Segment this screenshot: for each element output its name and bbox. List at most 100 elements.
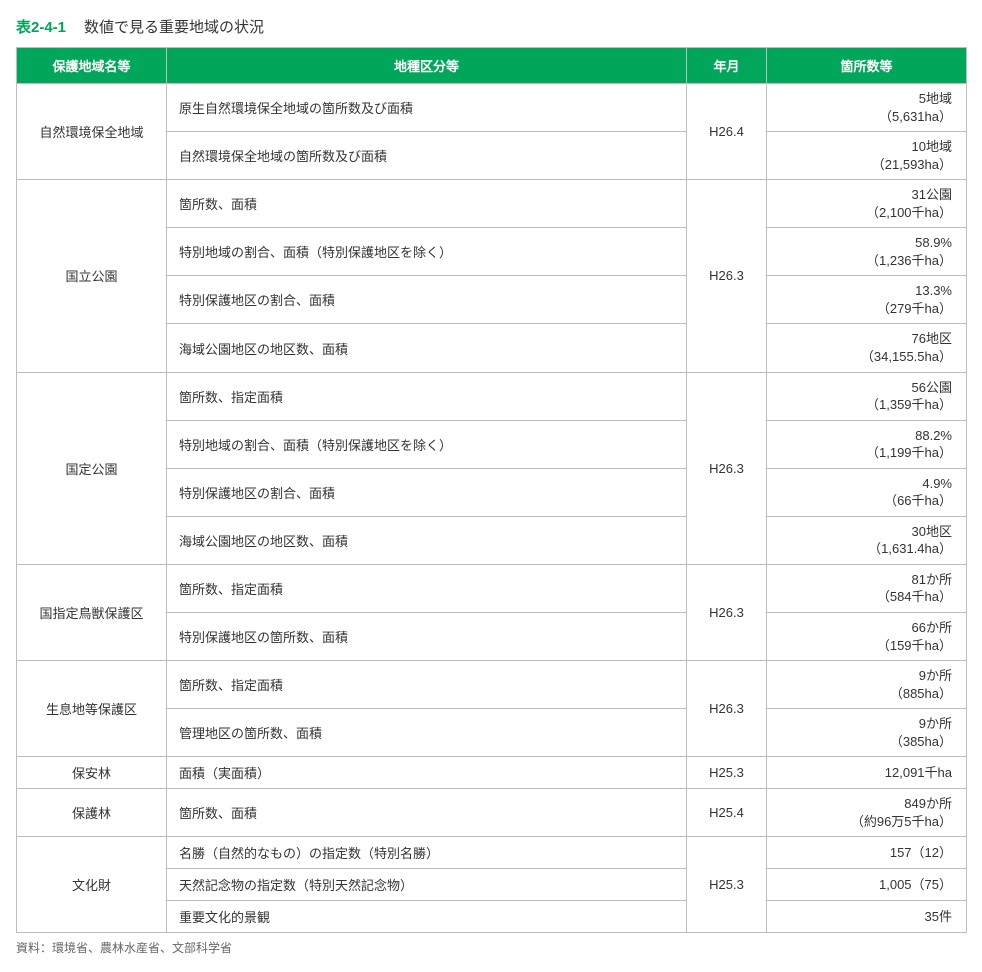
cell-category: 箇所数、面積 — [167, 180, 687, 228]
cell-year-month: H26.3 — [687, 180, 767, 372]
cell-category: 特別保護地区の箇所数、面積 — [167, 613, 687, 661]
value-line2: （2,100千ha） — [866, 205, 952, 220]
cell-value: 12,091千ha — [767, 757, 967, 789]
col-header-year-month: 年月 — [687, 48, 767, 84]
cell-year-month: H25.3 — [687, 837, 767, 933]
title-number: 表2-4-1 — [16, 16, 66, 37]
value-line2: （1,199千ha） — [866, 445, 952, 460]
cell-category: 箇所数、指定面積 — [167, 372, 687, 420]
value-line1: 1,005（75） — [879, 877, 952, 892]
cell-year-month: H25.4 — [687, 789, 767, 837]
value-line1: 56公園 — [912, 380, 952, 395]
cell-category: 海域公園地区の地区数、面積 — [167, 516, 687, 564]
value-line2: （885ha） — [890, 686, 952, 701]
value-line2: （584千ha） — [877, 589, 952, 604]
cell-year-month: H26.3 — [687, 661, 767, 757]
cell-category: 天然記念物の指定数（特別天然記念物） — [167, 869, 687, 901]
cell-year-month: H26.4 — [687, 84, 767, 180]
value-line2: （385ha） — [890, 734, 952, 749]
cell-category: 箇所数、指定面積 — [167, 661, 687, 709]
cell-value: 58.9% （1,236千ha） — [767, 228, 967, 276]
cell-area-name: 国定公園 — [17, 372, 167, 564]
value-line1: 9か所 — [919, 668, 952, 683]
table-row: 国立公園箇所数、面積H26.331公園（2,100千ha） — [17, 180, 967, 228]
cell-year-month: H26.3 — [687, 564, 767, 660]
table-row: 文化財名勝（自然的なもの）の指定数（特別名勝）H25.3157（12） — [17, 837, 967, 869]
cell-area-name: 保護林 — [17, 789, 167, 837]
value-line2: （66千ha） — [884, 493, 952, 508]
cell-category: 重要文化的景観 — [167, 901, 687, 933]
value-line1: 30地区 — [912, 524, 952, 539]
cell-area-name: 保安林 — [17, 757, 167, 789]
cell-area-name: 自然環境保全地域 — [17, 84, 167, 180]
cell-category: 特別地域の割合、面積（特別保護地区を除く） — [167, 228, 687, 276]
protected-areas-table: 保護地域名等 地種区分等 年月 箇所数等 自然環境保全地域原生自然環境保全地域の… — [16, 47, 967, 933]
value-line1: 12,091千ha — [885, 765, 952, 780]
value-line2: （279千ha） — [877, 301, 952, 316]
table-row: 国定公園箇所数、指定面積H26.356公園（1,359千ha） — [17, 372, 967, 420]
cell-value: 76地区 （34,155.5ha） — [767, 324, 967, 372]
cell-area-name: 生息地等保護区 — [17, 661, 167, 757]
value-line1: 58.9% — [915, 235, 952, 250]
cell-category: 海域公園地区の地区数、面積 — [167, 324, 687, 372]
cell-value: 9か所 （385ha） — [767, 709, 967, 757]
cell-value: 157（12） — [767, 837, 967, 869]
col-header-value: 箇所数等 — [767, 48, 967, 84]
value-line1: 5地域 — [919, 91, 952, 106]
col-header-category: 地種区分等 — [167, 48, 687, 84]
title-text: 数値で見る重要地域の状況 — [84, 16, 264, 37]
cell-category: 特別地域の割合、面積（特別保護地区を除く） — [167, 420, 687, 468]
value-line1: 157（12） — [890, 845, 952, 860]
cell-category: 面積（実面積） — [167, 757, 687, 789]
table-header-row: 保護地域名等 地種区分等 年月 箇所数等 — [17, 48, 967, 84]
value-line2: （34,155.5ha） — [861, 349, 952, 364]
value-line1: 849か所 — [904, 796, 952, 811]
value-line1: 31公園 — [912, 187, 952, 202]
col-header-name: 保護地域名等 — [17, 48, 167, 84]
value-line1: 9か所 — [919, 716, 952, 731]
cell-value: 81か所 （584千ha） — [767, 564, 967, 612]
source-note: 資料：環境省、農林水産省、文部科学省 — [16, 939, 966, 956]
value-line2: （1,359千ha） — [866, 397, 952, 412]
cell-category: 管理地区の箇所数、面積 — [167, 709, 687, 757]
value-line1: 76地区 — [912, 331, 952, 346]
cell-category: 名勝（自然的なもの）の指定数（特別名勝） — [167, 837, 687, 869]
value-line1: 66か所 — [912, 620, 952, 635]
value-line1: 88.2% — [915, 428, 952, 443]
value-line1: 81か所 — [912, 572, 952, 587]
cell-value: 88.2% （1,199千ha） — [767, 420, 967, 468]
value-line2: （約96万5千ha） — [851, 814, 952, 829]
cell-year-month: H25.3 — [687, 757, 767, 789]
cell-value: 9か所 （885ha） — [767, 661, 967, 709]
cell-value: 66か所 （159千ha） — [767, 613, 967, 661]
cell-category: 箇所数、面積 — [167, 789, 687, 837]
table-row: 生息地等保護区箇所数、指定面積H26.39か所（885ha） — [17, 661, 967, 709]
table-row: 自然環境保全地域原生自然環境保全地域の箇所数及び面積H26.45地域（5,631… — [17, 84, 967, 132]
table-row: 保護林箇所数、面積H25.4 849か所 （約96万5千ha） — [17, 789, 967, 837]
value-line2: （1,631.4ha） — [868, 541, 952, 556]
cell-category: 原生自然環境保全地域の箇所数及び面積 — [167, 84, 687, 132]
value-line1: 35件 — [925, 909, 952, 924]
table-row: 国指定鳥獣保護区箇所数、指定面積H26.381か所（584千ha） — [17, 564, 967, 612]
cell-value: 30地区 （1,631.4ha） — [767, 516, 967, 564]
value-line2: （159千ha） — [877, 638, 952, 653]
value-line1: 10地域 — [912, 139, 952, 154]
value-line2: （21,593ha） — [872, 157, 952, 172]
cell-value: 849か所 （約96万5千ha） — [767, 789, 967, 837]
value-line1: 13.3% — [915, 283, 952, 298]
cell-area-name: 文化財 — [17, 837, 167, 933]
cell-value: 31公園 （2,100千ha） — [767, 180, 967, 228]
cell-category: 箇所数、指定面積 — [167, 564, 687, 612]
cell-category: 自然環境保全地域の箇所数及び面積 — [167, 132, 687, 180]
cell-value: 35件 — [767, 901, 967, 933]
cell-year-month: H26.3 — [687, 372, 767, 564]
value-line2: （1,236千ha） — [866, 253, 952, 268]
value-line1: 4.9% — [922, 476, 952, 491]
cell-area-name: 国指定鳥獣保護区 — [17, 564, 167, 660]
cell-value: 1,005（75） — [767, 869, 967, 901]
cell-value: 13.3% （279千ha） — [767, 276, 967, 324]
cell-category: 特別保護地区の割合、面積 — [167, 276, 687, 324]
table-title: 表2-4-1 数値で見る重要地域の状況 — [16, 16, 966, 37]
value-line2: （5,631ha） — [879, 109, 952, 124]
cell-area-name: 国立公園 — [17, 180, 167, 372]
